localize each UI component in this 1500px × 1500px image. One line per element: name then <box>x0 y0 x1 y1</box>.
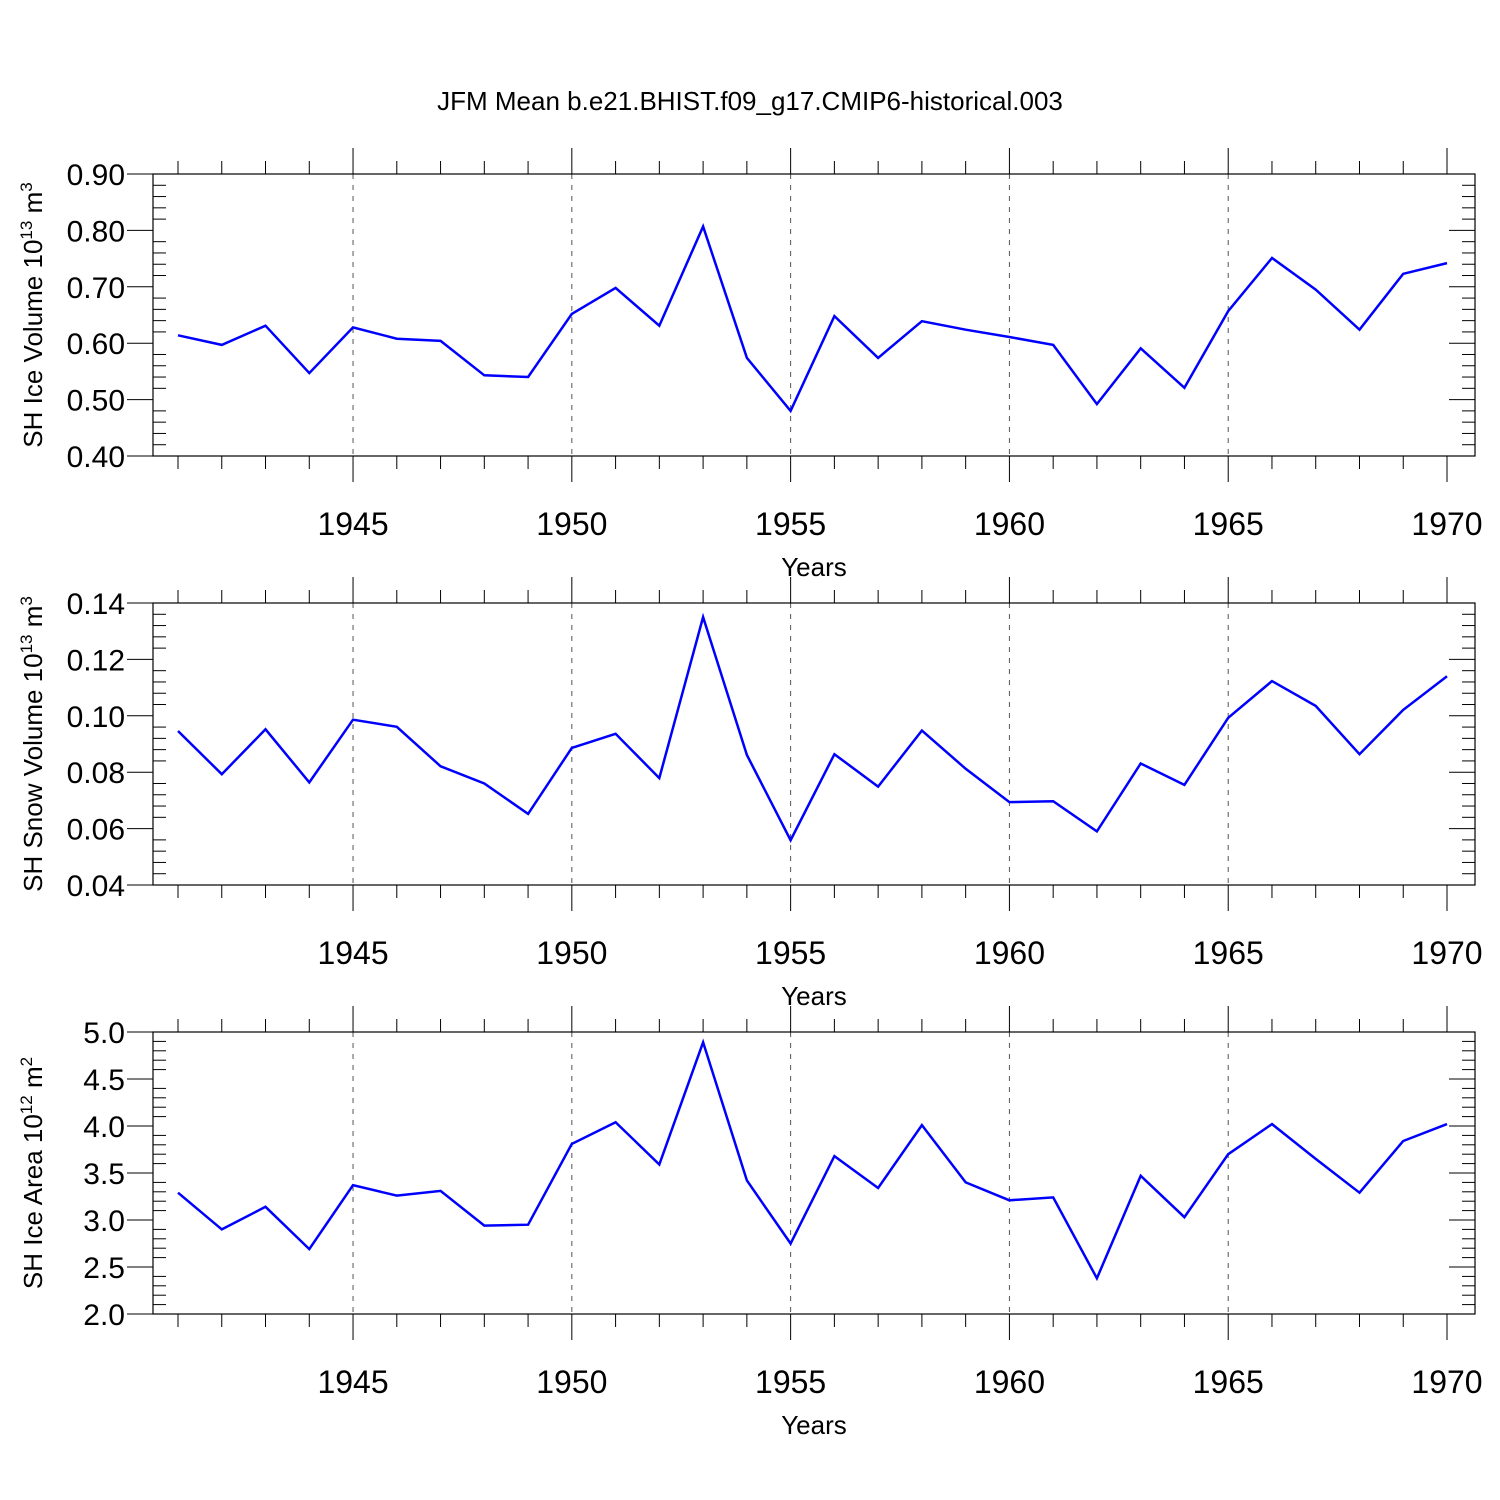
y-tick-label: 0.14 <box>67 588 125 621</box>
y-tick-label: 0.60 <box>67 328 125 361</box>
y-axis-title-part: 12 <box>17 1095 36 1114</box>
y-axis-title-part: m <box>18 192 48 221</box>
y-tick-label: 4.5 <box>83 1064 125 1097</box>
y-axis-title-part: 3 <box>17 596 36 605</box>
y-axis-title-part: SH Ice Volume 10 <box>18 240 48 448</box>
panel-3: 2.0 2.5 3.0 3.5 4.0 4.5 5.0 1945 1950 1955 1960 196… <box>17 1006 1483 1440</box>
y-axis-title-part: m <box>18 1066 48 1095</box>
x-tick-label: 1950 <box>536 506 607 542</box>
x-tick-label: 1970 <box>1411 1364 1482 1400</box>
plot-frame <box>152 1031 1476 1315</box>
panel-1: 0.40 0.50 0.60 0.70 0.80 0.90 1945 1950 1955 1960… <box>17 148 1483 582</box>
y-tick-label: 5.0 <box>83 1017 125 1050</box>
y-tick-label: 0.12 <box>67 644 125 677</box>
x-tick-label: 1970 <box>1411 506 1482 542</box>
data-series-line <box>177 1038 1448 1282</box>
x-tick-label: 1955 <box>755 1364 826 1400</box>
x-tick-label: 1960 <box>974 935 1045 971</box>
x-axis-title: Years <box>781 552 847 582</box>
data-series-line <box>177 612 1448 843</box>
y-axis-title-part: SH Snow Volume 10 <box>18 653 48 891</box>
panel-2: 0.04 0.06 0.08 0.10 0.12 0.14 1945 1950 1955 1960… <box>17 577 1483 1011</box>
y-axis-title-part: 3 <box>17 182 36 191</box>
y-axis-title-part: SH Ice Area 10 <box>18 1114 48 1289</box>
y-tick-label: 0.04 <box>67 870 125 903</box>
y-tick-label: 0.40 <box>67 441 125 474</box>
plot-frame <box>152 602 1476 886</box>
y-axis-title: SH Ice Area 1012 m2 <box>17 1057 48 1289</box>
x-tick-label: 1965 <box>1193 935 1264 971</box>
y-axis-title-part: 2 <box>17 1057 36 1066</box>
x-axis-title: Years <box>781 1410 847 1440</box>
y-tick-label: 0.06 <box>67 814 125 847</box>
x-tick-label: 1965 <box>1193 1364 1264 1400</box>
y-axis-title: SH Ice Volume 1013 m3 <box>17 182 48 447</box>
x-tick-label: 1970 <box>1411 935 1482 971</box>
x-tick-label: 1945 <box>317 935 388 971</box>
y-tick-label: 0.70 <box>67 272 125 305</box>
x-tick-label: 1950 <box>536 1364 607 1400</box>
y-axis-title-part: 13 <box>17 634 36 653</box>
x-tick-label: 1945 <box>317 1364 388 1400</box>
y-tick-label: 2.5 <box>83 1252 125 1285</box>
y-tick-label: 0.50 <box>67 385 125 418</box>
chart-title: JFM Mean b.e21.BHIST.f09_g17.CMIP6-histo… <box>437 86 1063 116</box>
y-tick-label: 0.10 <box>67 701 125 734</box>
y-tick-label: 3.0 <box>83 1205 125 1238</box>
x-tick-label: 1955 <box>755 506 826 542</box>
y-tick-label: 0.80 <box>67 215 125 248</box>
x-axis-title: Years <box>781 981 847 1011</box>
y-tick-label: 0.08 <box>67 757 125 790</box>
data-series-line <box>177 223 1448 414</box>
x-tick-label: 1965 <box>1193 506 1264 542</box>
x-tick-label: 1960 <box>974 1364 1045 1400</box>
y-tick-label: 2.0 <box>83 1299 125 1332</box>
y-tick-label: 3.5 <box>83 1158 125 1191</box>
x-tick-label: 1955 <box>755 935 826 971</box>
x-tick-label: 1950 <box>536 935 607 971</box>
y-tick-label: 4.0 <box>83 1111 125 1144</box>
plot-frame <box>152 173 1476 457</box>
y-tick-label: 0.90 <box>67 159 125 192</box>
y-axis-title-part: m <box>18 606 48 635</box>
y-axis-title: SH Snow Volume 1013 m3 <box>17 596 48 892</box>
x-tick-label: 1945 <box>317 506 388 542</box>
x-tick-label: 1960 <box>974 506 1045 542</box>
y-axis-title-part: 13 <box>17 221 36 240</box>
